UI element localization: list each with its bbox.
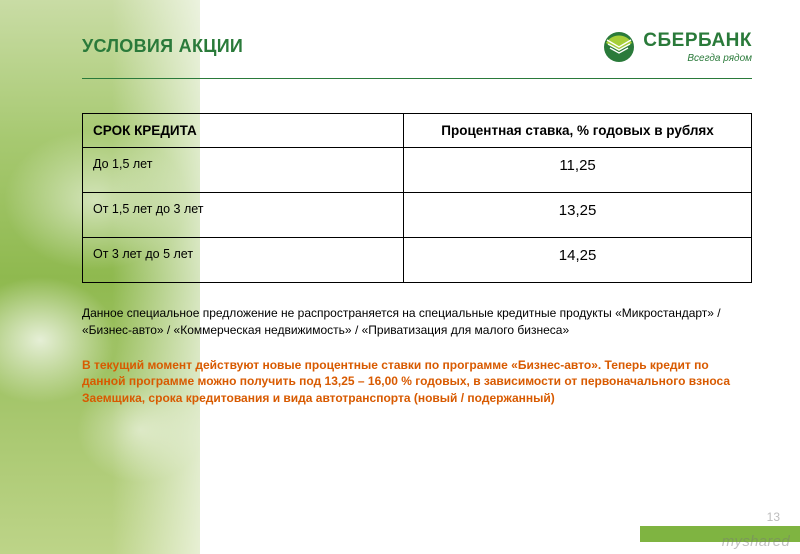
slide-content: УСЛОВИЯ АКЦИИ СБЕРБАНК Всегда рядом СРОК… [0,0,800,407]
page-number: 13 [767,510,780,524]
header-row: УСЛОВИЯ АКЦИИ СБЕРБАНК Всегда рядом [82,36,752,64]
logo-text: СБЕРБАНК Всегда рядом [643,30,752,64]
cell-rate: 11,25 [404,148,752,193]
watermark-text: myshared [722,533,790,550]
col-header-term: СРОК КРЕДИТА [83,114,404,148]
sberbank-logo: СБЕРБАНК Всегда рядом [603,30,752,64]
cell-term: От 3 лет до 5 лет [83,238,404,283]
table-row: От 1,5 лет до 3 лет 13,25 [83,193,752,238]
table-row: От 3 лет до 5 лет 14,25 [83,238,752,283]
cell-term: До 1,5 лет [83,148,404,193]
page-title: УСЛОВИЯ АКЦИИ [82,36,243,57]
rates-table: СРОК КРЕДИТА Процентная ставка, % годовы… [82,113,752,283]
logo-tagline: Всегда рядом [643,53,752,64]
table-row: До 1,5 лет 11,25 [83,148,752,193]
header-divider [82,78,752,79]
sberbank-logo-icon [603,31,635,63]
cell-rate: 13,25 [404,193,752,238]
logo-name: СБЕРБАНК [643,30,752,52]
col-header-rate: Процентная ставка, % годовых в рублях [404,114,752,148]
highlight-text: В текущий момент действуют новые процент… [82,357,752,407]
disclaimer-text: Данное специальное предложение не распро… [82,305,752,339]
cell-rate: 14,25 [404,238,752,283]
table-header-row: СРОК КРЕДИТА Процентная ставка, % годовы… [83,114,752,148]
cell-term: От 1,5 лет до 3 лет [83,193,404,238]
